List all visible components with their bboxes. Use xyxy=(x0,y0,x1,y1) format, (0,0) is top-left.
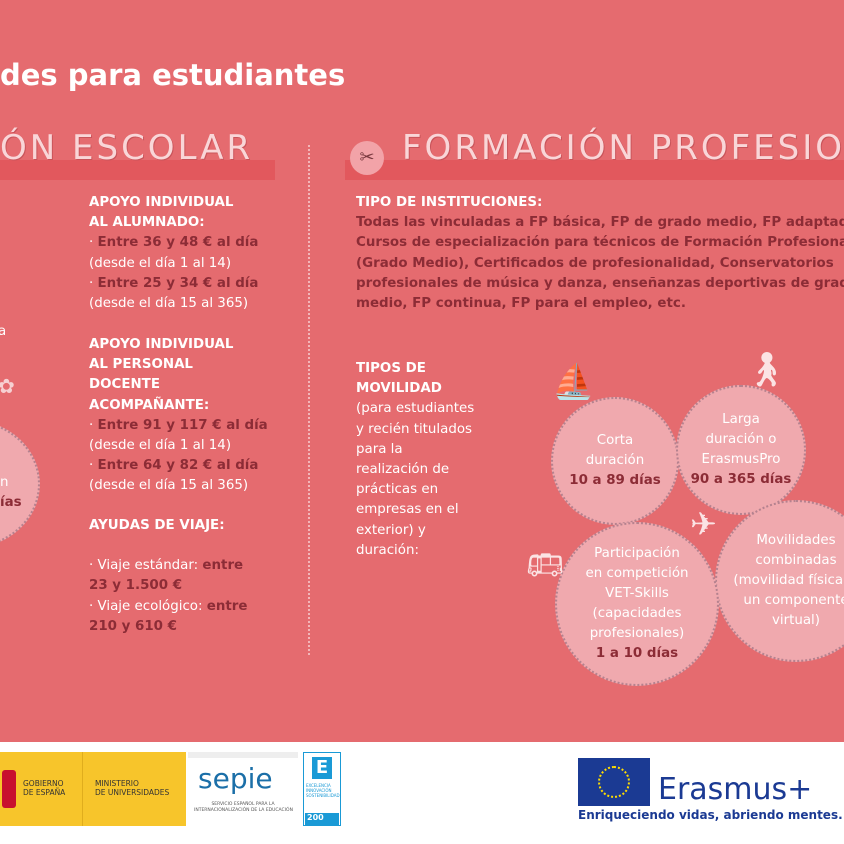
excellence-e-icon: E xyxy=(312,757,332,779)
text-line: y recién titulados xyxy=(356,421,472,437)
eu-stars xyxy=(598,766,630,798)
amount: Entre 64 y 82 € al día xyxy=(97,458,259,474)
text-line: medio, FP continua, FP para el empleo, e… xyxy=(356,296,686,312)
label: · Viaje ecológico: xyxy=(89,598,207,614)
infographic-panel: des para estudiantes ÓN ESCOLAR ✂ FORMAC… xyxy=(0,0,844,742)
heading: AL PERSONAL xyxy=(89,357,193,373)
section-underline xyxy=(345,160,844,180)
text-line: realización de xyxy=(356,462,450,478)
heading: TIPO DE INSTITUCIONES: xyxy=(356,195,543,210)
circle-text: combinadas xyxy=(755,553,837,568)
circle-text: virtual) xyxy=(771,613,821,628)
heading: TIPOS DE xyxy=(356,361,426,376)
heading: AYUDAS DE VIAJE: xyxy=(89,518,225,533)
amount: 23 y 1.500 € xyxy=(89,578,183,594)
excellence-text: EXCELENCIA INNOVACIÓN SOSTENIBILIDAD xyxy=(306,783,340,798)
section-title-fp: FORMACIÓN PROFESIO xyxy=(402,128,844,168)
amount: entre xyxy=(202,558,244,574)
excellence-badge: E EXCELENCIA INNOVACIÓN SOSTENIBILIDAD 200 xyxy=(303,752,341,826)
circle-value: 1 a 10 días xyxy=(595,646,679,661)
circle-text: Corta xyxy=(596,433,634,448)
label: · Viaje estándar: xyxy=(89,558,203,574)
gobierno-logo: GOBIERNO DE ESPAÑA MINISTERIO DE UNIVERSID… xyxy=(0,752,186,826)
staff-support: APOYO INDIVIDUAL AL PERSONAL DOCENTE ACO… xyxy=(89,335,268,497)
text-line: prácticas en xyxy=(356,482,439,498)
circle-text: duración xyxy=(585,453,645,468)
circle-text: (movilidad física + xyxy=(733,573,844,588)
erasmus-logo: Erasmus+ xyxy=(658,772,813,807)
decorative-icon: ✿ xyxy=(0,374,15,398)
note: (desde el día 1 al 14) xyxy=(89,438,232,454)
heading: APOYO INDIVIDUAL xyxy=(89,337,234,352)
institutions: TIPO DE INSTITUCIONES: Todas las vincula… xyxy=(356,193,844,314)
divider xyxy=(82,752,83,826)
section-title-school: ÓN ESCOLAR xyxy=(0,128,254,168)
eu-flag-icon xyxy=(578,758,650,806)
circle-value: 10 a 89 días xyxy=(569,473,661,488)
traveler-icon: 🚶︎ xyxy=(745,350,789,390)
mobility-circle-long: Larga duración o ErasmusPro 90 a 365 día… xyxy=(676,385,806,515)
heading: ACOMPAÑANTE: xyxy=(89,397,210,413)
bus-icon: 🚌︎ xyxy=(526,548,565,583)
heading: DOCENTE xyxy=(89,377,160,393)
sepie-logo: sepie SERVICIO ESPAÑOL PARA LA INTERNACIO… xyxy=(188,752,298,826)
student-support: APOYO INDIVIDUAL AL ALUMNADO: · Entre 36… xyxy=(89,193,258,314)
amount: Entre 36 y 48 € al día xyxy=(97,235,259,251)
note: (desde el día 15 al 365) xyxy=(89,478,249,494)
circle-text: duración o xyxy=(705,432,777,447)
erasmus-tagline: Enriqueciendo vidas, abriendo mentes. xyxy=(578,808,843,822)
amount: 210 y 610 € xyxy=(89,618,177,634)
circle-text: ErasmusPro xyxy=(701,452,781,467)
sepie-subtitle: SERVICIO ESPAÑOL PARA LA INTERNACIONALIZA… xyxy=(194,802,293,813)
text-line: (Grado Medio), Certificados de profesion… xyxy=(356,255,834,271)
text-line: Todas las vinculadas a FP básica, FP de … xyxy=(356,215,844,231)
tools-icon: ✂ xyxy=(350,141,384,175)
text-line: empresas en el xyxy=(356,502,459,518)
excellence-200: 200 xyxy=(305,813,339,825)
sepie-wordmark: sepie xyxy=(198,762,273,795)
gob-text: GOBIERNO DE ESPAÑA xyxy=(23,779,66,797)
text-line: para la xyxy=(356,441,403,457)
circle-text: un componente xyxy=(743,593,844,608)
circle-value: 90 a 365 días xyxy=(690,472,792,487)
text-line: duración: xyxy=(356,542,419,558)
divider xyxy=(308,145,310,655)
circle-text: Larga xyxy=(722,412,760,427)
text-line: Cursos de especialización para técnicos … xyxy=(356,235,844,251)
note: (desde el día 15 al 365) xyxy=(89,296,249,312)
mobility-circle-vetskills: Participación en competición VET-Skills … xyxy=(555,522,719,686)
circle-text: en competición xyxy=(585,566,689,581)
mobility-circle-short: Corta duración 10 a 89 días xyxy=(551,397,679,525)
page-title: des para estudiantes xyxy=(0,58,346,92)
note: (desde el día 1 al 14) xyxy=(89,255,232,271)
circle-text: (capacidades xyxy=(592,606,682,621)
mobility-types: TIPOS DE MOVILIDAD (para estudiantes y r… xyxy=(356,359,474,561)
heading: APOYO INDIVIDUAL xyxy=(89,195,234,210)
partial-text: n xyxy=(0,475,9,490)
heading: MOVILIDAD xyxy=(356,381,442,397)
airplane-icon: ✈︎ xyxy=(690,505,717,543)
ministry-text: MINISTERIO DE UNIVERSIDADES xyxy=(95,779,170,797)
mobility-circle-blended: Movilidades combinadas (movilidad física… xyxy=(715,500,844,662)
circle-text: Participación xyxy=(594,546,680,561)
text-line: profesionales de música y danza, enseñan… xyxy=(356,275,844,291)
section-underline xyxy=(0,160,275,180)
amount: Entre 91 y 117 € al día xyxy=(97,417,268,433)
partial-text: ías xyxy=(0,495,22,510)
travel-grants: AYUDAS DE VIAJE: · Viaje estándar: entre… xyxy=(89,516,247,637)
heading: AL ALUMNADO: xyxy=(89,215,205,231)
coat-of-arms-icon xyxy=(2,770,16,808)
circle-text: VET-Skills xyxy=(605,586,669,601)
circle-text: Movilidades xyxy=(756,533,836,548)
partial-text: a xyxy=(0,324,7,339)
ship-icon: ⛵ xyxy=(552,362,595,402)
amount: Entre 25 y 34 € al día xyxy=(97,275,259,291)
text-line: (para estudiantes xyxy=(356,401,475,417)
circle-text: profesionales) xyxy=(589,626,685,641)
text-line: exterior) y xyxy=(356,522,426,538)
amount: entre xyxy=(206,598,248,614)
